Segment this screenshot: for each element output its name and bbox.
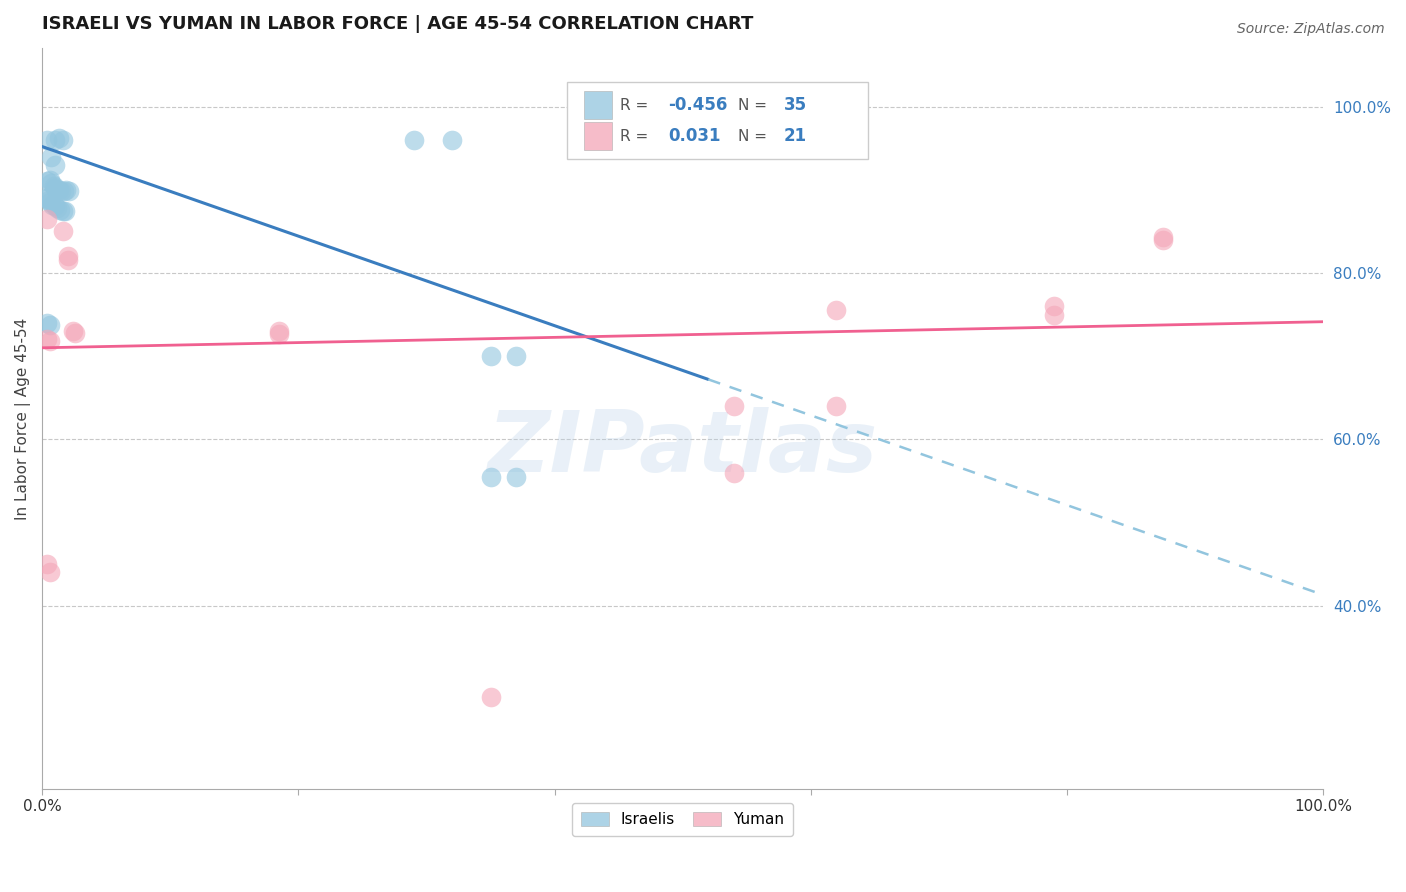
Point [479, 469, 502, 483]
FancyBboxPatch shape [568, 82, 869, 160]
Point [38, 173, 60, 187]
Point [49, 202, 72, 217]
Text: -0.456: -0.456 [669, 96, 728, 114]
Point [45, 183, 67, 197]
Point [65, 326, 87, 340]
Point [723, 399, 745, 413]
Point [269, 327, 291, 342]
Point [1043, 299, 1066, 313]
Point [37, 316, 59, 330]
Point [58, 185, 80, 199]
Point [723, 466, 745, 480]
Point [37, 211, 59, 226]
Text: Source: ZipAtlas.com: Source: ZipAtlas.com [1237, 22, 1385, 37]
Point [505, 469, 527, 483]
Point [269, 324, 291, 338]
Point [479, 349, 502, 363]
Point [55, 183, 77, 197]
Point [38, 334, 60, 348]
Legend: Israelis, Yuman: Israelis, Yuman [572, 803, 793, 837]
Text: 21: 21 [785, 127, 807, 145]
Point [38, 193, 60, 207]
Point [402, 133, 425, 147]
FancyBboxPatch shape [583, 91, 612, 120]
Point [37, 133, 59, 147]
Point [44, 181, 66, 195]
Point [42, 178, 65, 193]
Point [37, 557, 59, 571]
Point [441, 133, 464, 147]
Point [1152, 233, 1174, 247]
Point [56, 253, 79, 268]
Point [825, 303, 848, 318]
Point [48, 183, 70, 197]
Text: 0.031: 0.031 [669, 127, 721, 145]
Point [37, 191, 59, 205]
Point [48, 131, 70, 145]
Point [51, 185, 73, 199]
Point [37, 333, 59, 347]
Text: N =: N = [738, 97, 772, 112]
Point [46, 201, 69, 215]
Point [479, 690, 502, 704]
FancyBboxPatch shape [583, 122, 612, 150]
Text: R =: R = [620, 97, 652, 112]
Point [52, 133, 75, 147]
Point [37, 174, 59, 188]
Point [505, 349, 527, 363]
Text: R =: R = [620, 128, 652, 144]
Point [37, 191, 59, 205]
Point [44, 158, 66, 172]
Text: 35: 35 [785, 96, 807, 114]
Point [44, 133, 66, 147]
Point [39, 150, 62, 164]
Point [38, 195, 60, 210]
Point [41, 198, 63, 212]
Point [39, 176, 62, 190]
Text: ZIPatlas: ZIPatlas [488, 407, 877, 490]
Point [1043, 308, 1066, 322]
Point [52, 224, 75, 238]
Point [53, 204, 76, 219]
Point [56, 249, 79, 263]
Point [825, 399, 848, 413]
Y-axis label: In Labor Force | Age 45-54: In Labor Force | Age 45-54 [15, 318, 31, 520]
Point [1152, 230, 1174, 244]
Point [52, 185, 75, 199]
Point [44, 199, 66, 213]
Point [38, 566, 60, 580]
Text: ISRAELI VS YUMAN IN LABOR FORCE | AGE 45-54 CORRELATION CHART: ISRAELI VS YUMAN IN LABOR FORCE | AGE 45… [42, 15, 754, 33]
Point [38, 318, 60, 332]
Text: N =: N = [738, 128, 772, 144]
Point [52, 203, 75, 218]
Point [62, 324, 84, 338]
